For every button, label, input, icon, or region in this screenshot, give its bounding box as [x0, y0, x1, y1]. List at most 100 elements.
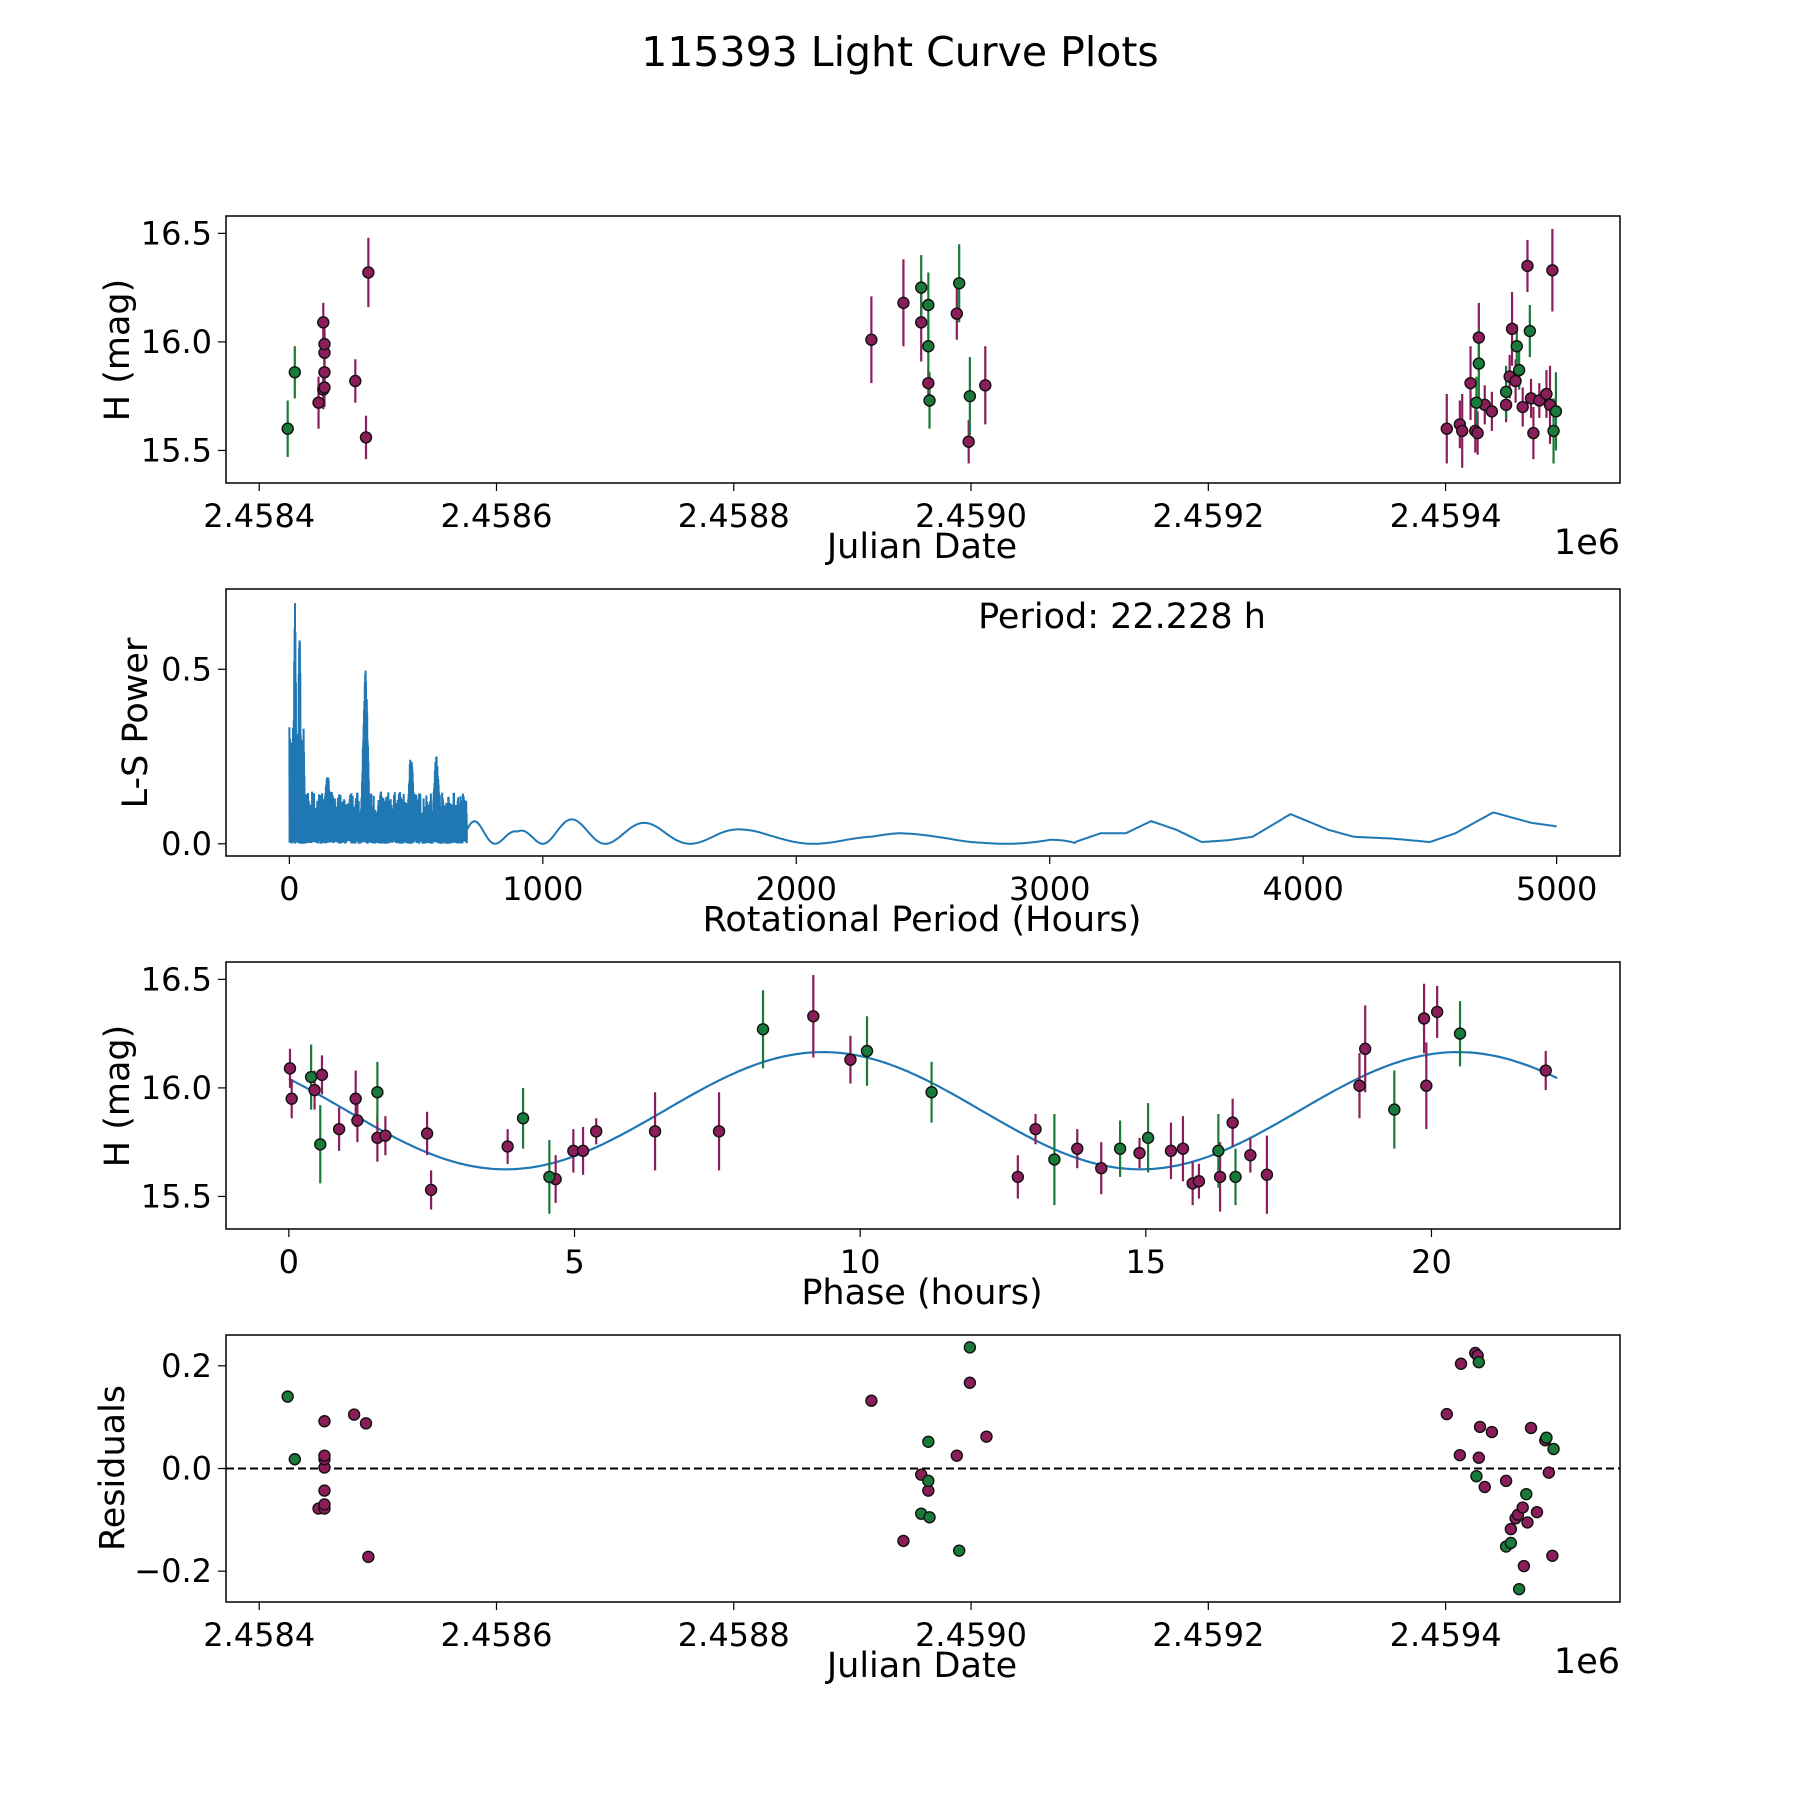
band_a-point: [332, 1122, 346, 1136]
band_a-point: [359, 431, 373, 444]
band_a-point: [318, 366, 331, 379]
band_a-point: [1516, 400, 1529, 414]
band_a-point: [1095, 1162, 1108, 1175]
residuals-xtick-label: 2.4590: [915, 1616, 1027, 1654]
band_a-point: [576, 1144, 590, 1158]
band_a-point: [1440, 1407, 1453, 1421]
band_a-point: [318, 1449, 331, 1462]
residuals-ytick-label: 0.2: [161, 1347, 212, 1385]
band_a-point: [1485, 1425, 1499, 1439]
residuals-xtick-label: 2.4594: [1390, 1616, 1502, 1654]
band_b-point: [922, 298, 935, 312]
band_a-point: [1527, 426, 1540, 440]
residuals-xtick-label: 2.4586: [441, 1616, 553, 1654]
residuals-xtick-label: 2.4588: [678, 1616, 790, 1654]
periodogram-xtick-label: 2000: [756, 870, 837, 908]
band_a-point: [318, 1415, 331, 1428]
band_a-point: [1213, 1170, 1227, 1184]
band_b-point: [1472, 1356, 1486, 1369]
lightcurve-plot-area: [281, 229, 1563, 468]
band_b-point: [1470, 1470, 1483, 1483]
band_a-point: [1478, 1480, 1491, 1494]
band_a-point: [1546, 1549, 1559, 1562]
band_a-point: [712, 1125, 726, 1138]
band_b-point: [281, 422, 294, 435]
residuals-ytick-label: 0.0: [161, 1450, 212, 1488]
band_a-point: [318, 1498, 331, 1511]
band_b-point: [1510, 340, 1523, 353]
periodogram-line: [288, 603, 1557, 845]
lightcurve-xlabel: Julian Date: [825, 527, 1017, 567]
lightcurve-xtick-label: 2.4594: [1390, 497, 1502, 535]
phased-ytick-label: 16.0: [141, 1069, 212, 1107]
band_a-point: [590, 1125, 603, 1138]
band_b-point: [1504, 1536, 1518, 1550]
periodogram-annotation: Period: 22.228 h: [978, 597, 1266, 637]
band_a-point: [1464, 376, 1477, 390]
periodogram-xtick-label: 3000: [1009, 870, 1090, 908]
band_b-point: [963, 1341, 977, 1354]
residuals-offset-label: 1e6: [1554, 1642, 1620, 1682]
phased-xtick-label: 15: [1125, 1243, 1166, 1281]
band_b-point: [371, 1086, 384, 1099]
band_b-point: [1499, 385, 1513, 399]
band_a-point: [318, 337, 331, 351]
phased-xtick-label: 10: [840, 1243, 881, 1281]
phased-ylabel: H (mag): [98, 1025, 138, 1168]
band_b-point: [1540, 1431, 1553, 1444]
band_a-point: [950, 307, 964, 320]
band_a-point: [1546, 264, 1559, 277]
band_b-point: [304, 1070, 318, 1084]
band_a-point: [1164, 1144, 1178, 1158]
band_a-point: [897, 296, 910, 310]
band_a-point: [1453, 1448, 1467, 1462]
band_a-point: [1420, 1079, 1433, 1092]
band_b-point: [1229, 1170, 1242, 1184]
band_b-point: [516, 1112, 530, 1125]
band_a-point: [1472, 1451, 1486, 1464]
band_a-point: [1542, 1466, 1556, 1479]
lightcurve-xtick-label: 2.4592: [1152, 497, 1264, 535]
band_a-point: [980, 1430, 993, 1443]
band_a-point: [318, 381, 331, 394]
band_a-point: [922, 376, 935, 390]
lightcurve-ytick-label: 16.5: [141, 214, 212, 252]
lightcurve-xtick-label: 2.4590: [915, 497, 1027, 535]
band_a-point: [1029, 1122, 1042, 1136]
lightcurve-ytick-label: 15.5: [141, 431, 212, 469]
band_a-point: [1516, 1501, 1529, 1514]
band_a-point: [1353, 1079, 1366, 1092]
band_b-point: [1523, 324, 1537, 338]
band_b-point: [314, 1138, 327, 1151]
band_a-point: [1071, 1142, 1084, 1155]
band_a-point: [317, 316, 330, 329]
band_b-point: [1549, 405, 1563, 418]
band_a-point: [1454, 1357, 1468, 1370]
band_a-point: [283, 1062, 297, 1075]
phased-xtick-label: 0: [279, 1243, 299, 1281]
band_b-point: [1512, 363, 1526, 377]
lightcurve-frame: [225, 215, 1621, 484]
band_a-point: [1485, 405, 1499, 418]
residuals-ytick-label: −0.2: [134, 1552, 212, 1590]
band_b-point: [1048, 1153, 1061, 1166]
band_a-point: [1517, 1559, 1531, 1573]
band_b-point: [1212, 1144, 1225, 1158]
band_b-point: [1472, 357, 1486, 370]
periodogram-xtick-label: 1000: [502, 870, 583, 908]
band_b-point: [1113, 1142, 1127, 1155]
band_a-point: [807, 1010, 820, 1023]
phased-xtick-label: 5: [564, 1243, 584, 1281]
band_b-point: [860, 1044, 874, 1058]
band_a-point: [1471, 426, 1484, 440]
band_b-point: [1388, 1103, 1401, 1116]
band_a-point: [1499, 398, 1513, 412]
band_b-point: [922, 340, 935, 353]
lightcurve-ylabel: H (mag): [98, 279, 138, 422]
band_b-point: [922, 1435, 935, 1449]
periodogram-plot-area: [288, 603, 1557, 845]
phased-panel: Phase (hours) H (mag) 0 5 10 15 20 15.5 16.0 16…: [98, 960, 1621, 1313]
band_b-point: [1470, 396, 1483, 409]
figure-title: 115393 Light Curve Plots: [641, 28, 1159, 76]
lightcurve-xtick-label: 2.4588: [678, 497, 790, 535]
